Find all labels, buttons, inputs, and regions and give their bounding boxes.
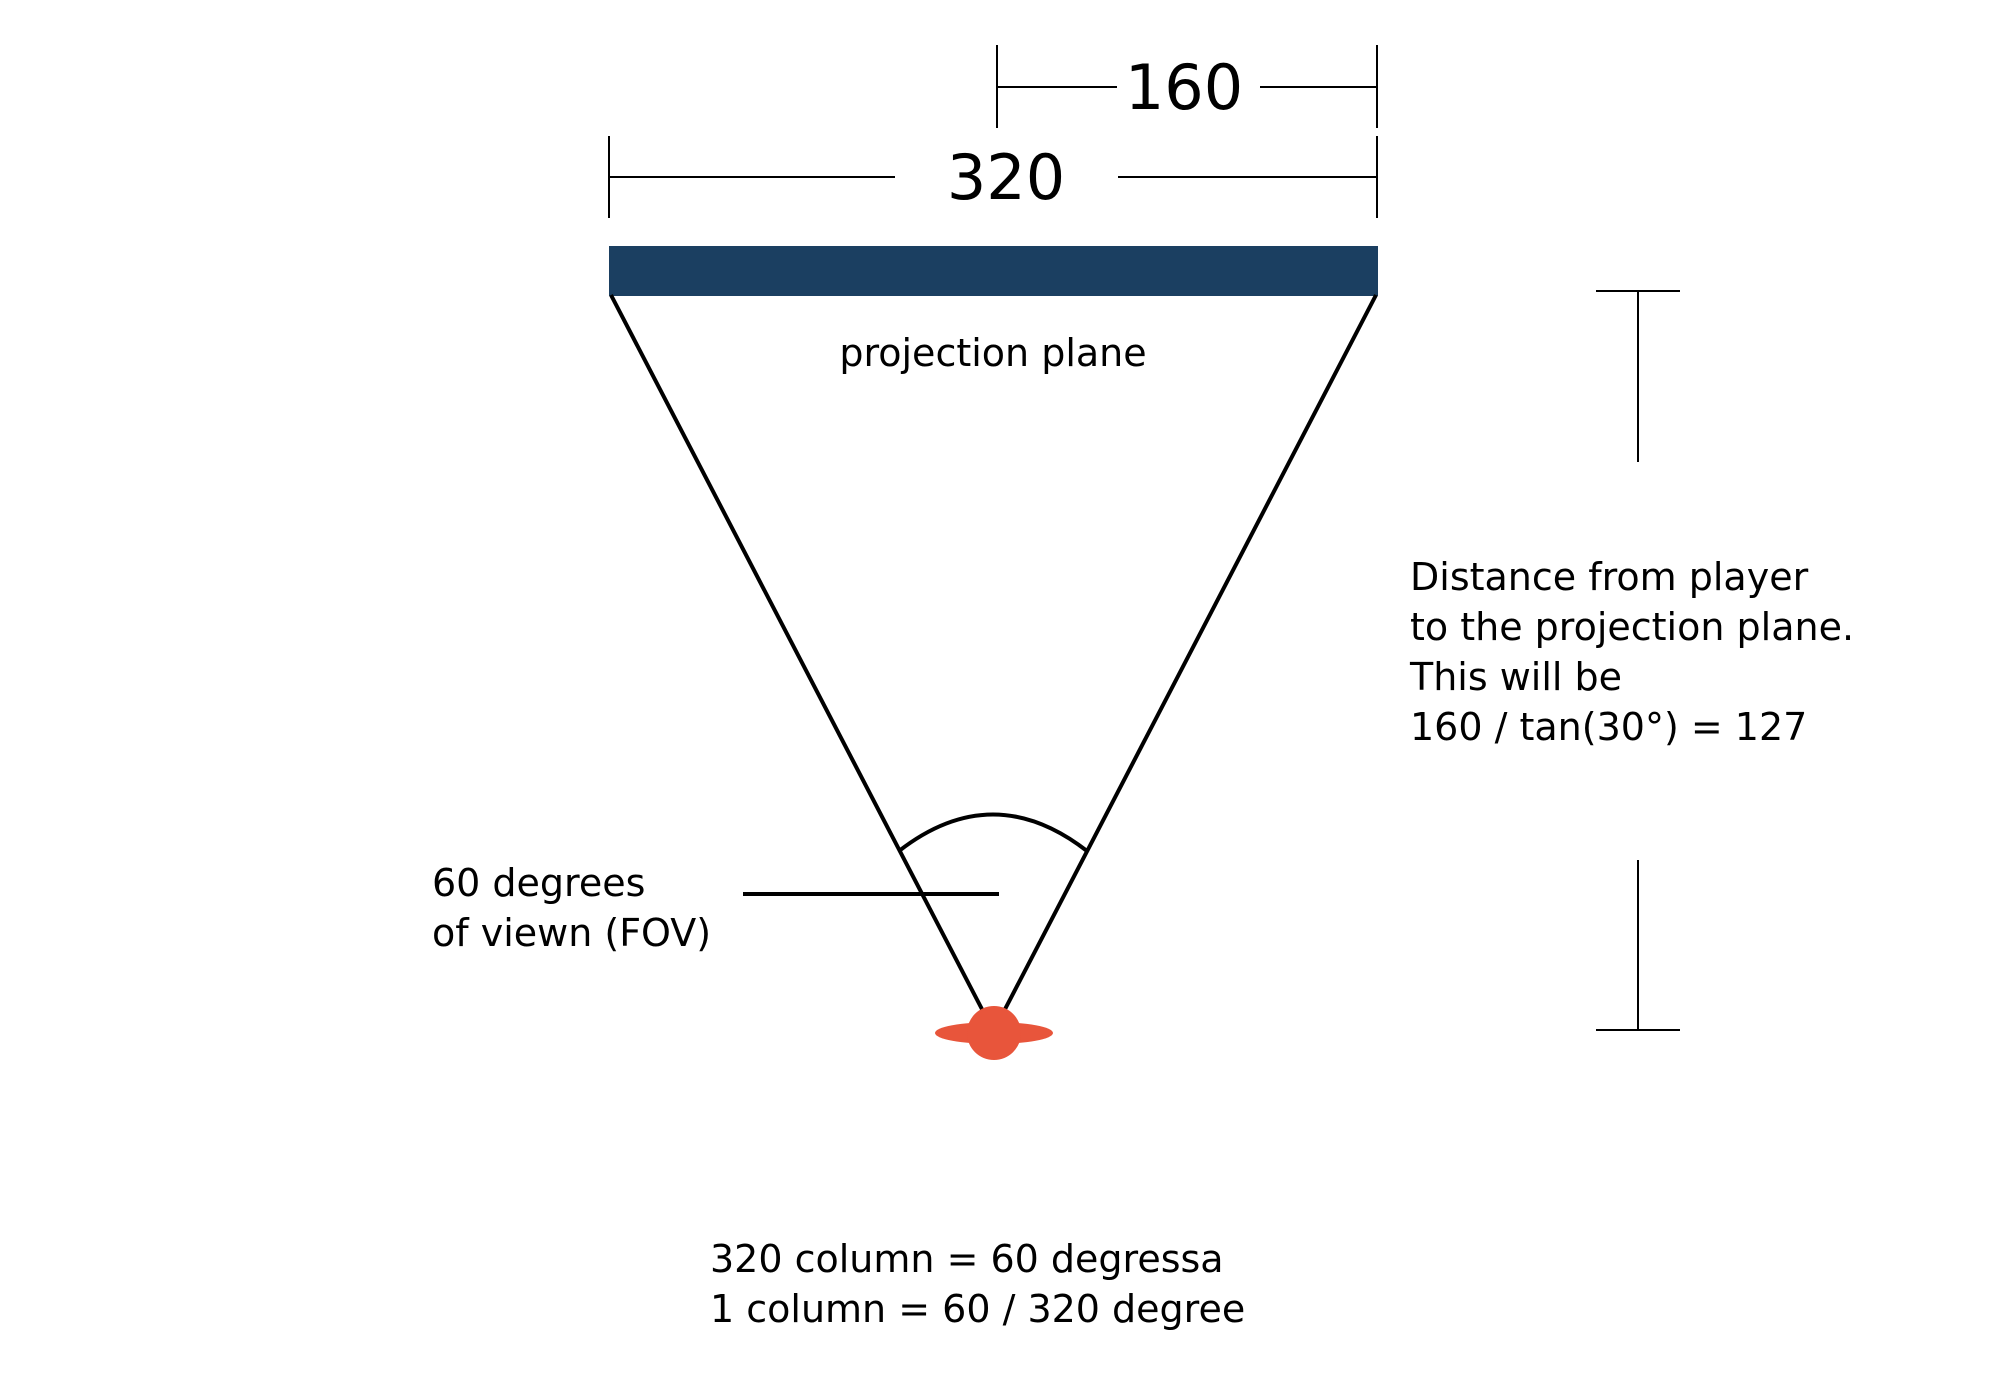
player-body [967, 1006, 1021, 1060]
fov-ray-right [1000, 294, 1378, 1016]
dimension-full-width: 320 [608, 136, 1378, 218]
dim-full-width-label: 320 [947, 141, 1065, 214]
fov-label-line1: 60 degrees [432, 861, 645, 905]
fov-arc [897, 812, 1089, 853]
projection-plane-bar [609, 246, 1378, 296]
player-icon [935, 1006, 1053, 1060]
projection-plane-label: projection plane [839, 331, 1146, 375]
dimension-half-width: 160 [996, 45, 1378, 128]
column-note-line2: 1 column = 60 / 320 degree [710, 1287, 1245, 1331]
distance-bracket [1596, 290, 1680, 1031]
fov-label-line2: of viewn (FOV) [432, 911, 711, 955]
distance-note-line1: Distance from player [1410, 555, 1809, 599]
distance-note-line2: to the projection plane. [1410, 605, 1854, 649]
dim-half-width-label: 160 [1125, 51, 1243, 124]
distance-note-line3: This will be [1409, 655, 1622, 699]
fov-ray-left [609, 294, 987, 1016]
distance-note-line4: 160 / tan(30°) = 127 [1410, 705, 1807, 749]
column-note-line1: 320 column = 60 degressa [710, 1237, 1224, 1281]
